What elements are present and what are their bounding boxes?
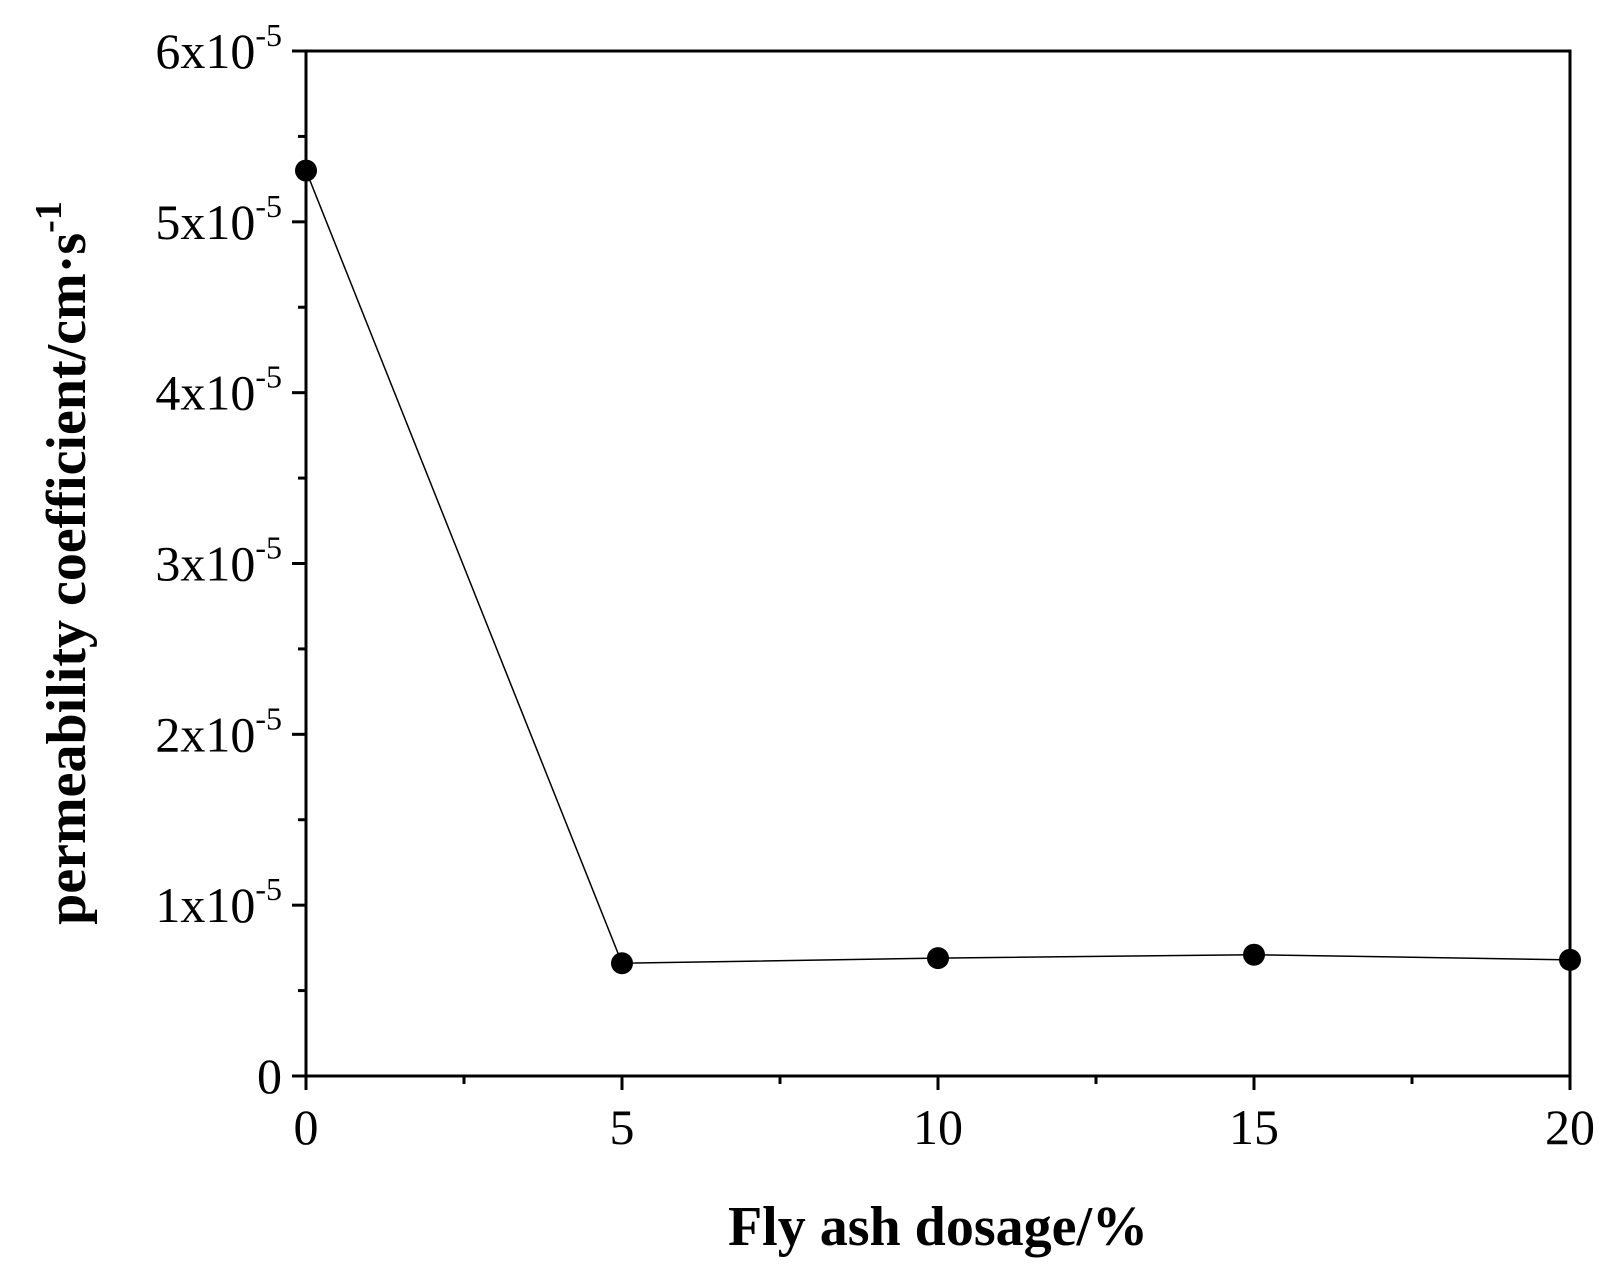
y-axis-title: permeability coefficient/cm·s-1 [28,201,98,925]
y-tick-label-base: 0 [257,1048,282,1104]
y-tick-label: 6x10-5 [155,17,282,79]
x-axis-title: Fly ash dosage/% [728,1196,1148,1258]
y-tick-label-base: 3x10 [155,536,255,592]
y-tick-label: 0 [257,1048,282,1104]
data-point [1243,943,1265,966]
y-axis-title-base: permeability coefficient/cm·s [36,233,98,925]
y-tick-label: 4x10-5 [155,359,282,421]
y-tick-label: 2x10-5 [155,700,282,762]
y-tick-label-base: 4x10 [155,365,255,421]
y-tick-label-sup: -5 [255,700,282,736]
x-tick-label: 15 [1229,1099,1279,1155]
y-tick-label: 1x10-5 [155,871,282,933]
series [295,159,1581,975]
y-axis-title-sup: -1 [28,201,70,233]
y-tick-label-base: 5x10 [155,194,255,250]
x-tick-label: 5 [610,1099,635,1155]
y-tick-label-sup: -5 [255,188,282,224]
data-point [611,952,633,975]
data-point [927,947,949,970]
plot-frame [304,49,1572,1078]
y-tick-label-sup: -5 [255,530,282,566]
minor-ticks [298,134,1414,1084]
x-tick-label: 10 [913,1099,963,1155]
tick-labels: 0 5 10 15 2001x10-52x10-53x10-54x10-55x10-56… [155,17,1595,1155]
y-tick-label: 5x10-5 [155,188,282,250]
series-line [305,170,1571,965]
y-tick-label-base: 1x10 [155,877,255,933]
y-tick-label-sup: -5 [255,871,282,907]
y-tick-label: 3x10-5 [155,530,282,592]
y-tick-label-sup: -5 [255,17,282,53]
x-tick-label: 20 [1545,1099,1595,1155]
y-tick-label-base: 6x10 [155,23,255,79]
y-tick-label-base: 2x10 [155,706,255,762]
y-tick-label-sup: -5 [255,359,282,395]
major-ticks [292,49,1572,1090]
x-tick-label: 0 [294,1099,319,1155]
